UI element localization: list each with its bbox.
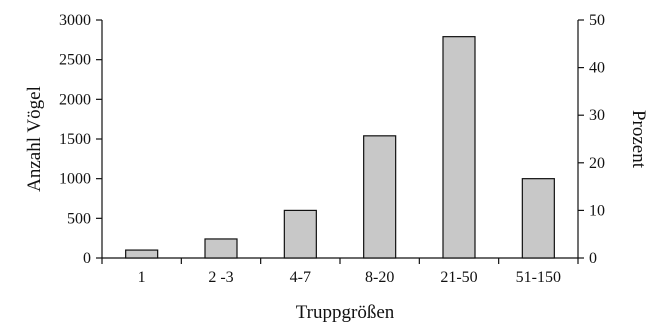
y2-tick-label: 0 [589, 250, 597, 267]
y-tick-label: 500 [67, 210, 91, 227]
y2-tick-label: 30 [589, 107, 605, 124]
x-tick-label: 51-150 [516, 269, 561, 286]
bar-6 [521, 178, 555, 259]
y2-axis-title: Prozent [628, 110, 649, 169]
y2-tick-label: 10 [589, 202, 605, 219]
bars [125, 36, 555, 259]
y-axis-title: Anzahl Vögel [24, 86, 45, 192]
bar-3 [283, 209, 317, 259]
x-axis-ticks: 1 2 -3 4-7 8-20 21-50 51-150 [101, 258, 579, 286]
y2-axis-ticks: 0 10 20 30 40 50 [578, 12, 605, 267]
y2-tick-label: 40 [589, 60, 605, 77]
y-tick-label: 1000 [59, 171, 91, 188]
bar-5 [442, 36, 476, 259]
plot-area [101, 20, 579, 259]
x-tick-label: 2 -3 [208, 269, 233, 286]
y2-tick-label: 20 [589, 155, 605, 172]
bar-4 [363, 135, 397, 259]
y-tick-label: 2000 [59, 91, 91, 108]
x-tick-label: 21-50 [440, 269, 477, 286]
y2-tick-label: 50 [589, 12, 605, 29]
y-axis-ticks: 0 500 1000 1500 2000 2500 3000 [59, 12, 102, 267]
y-tick-label: 1500 [59, 131, 91, 148]
y-tick-label: 3000 [59, 12, 91, 29]
x-axis-title: Truppgrößen [296, 302, 395, 323]
y-tick-label: 0 [83, 250, 91, 267]
y-tick-label: 2500 [59, 52, 91, 69]
bar-2 [204, 238, 238, 259]
x-tick-label: 1 [138, 269, 146, 286]
x-tick-label: 4-7 [290, 269, 311, 286]
bar-1 [125, 249, 159, 259]
x-tick-label: 8-20 [365, 269, 394, 286]
